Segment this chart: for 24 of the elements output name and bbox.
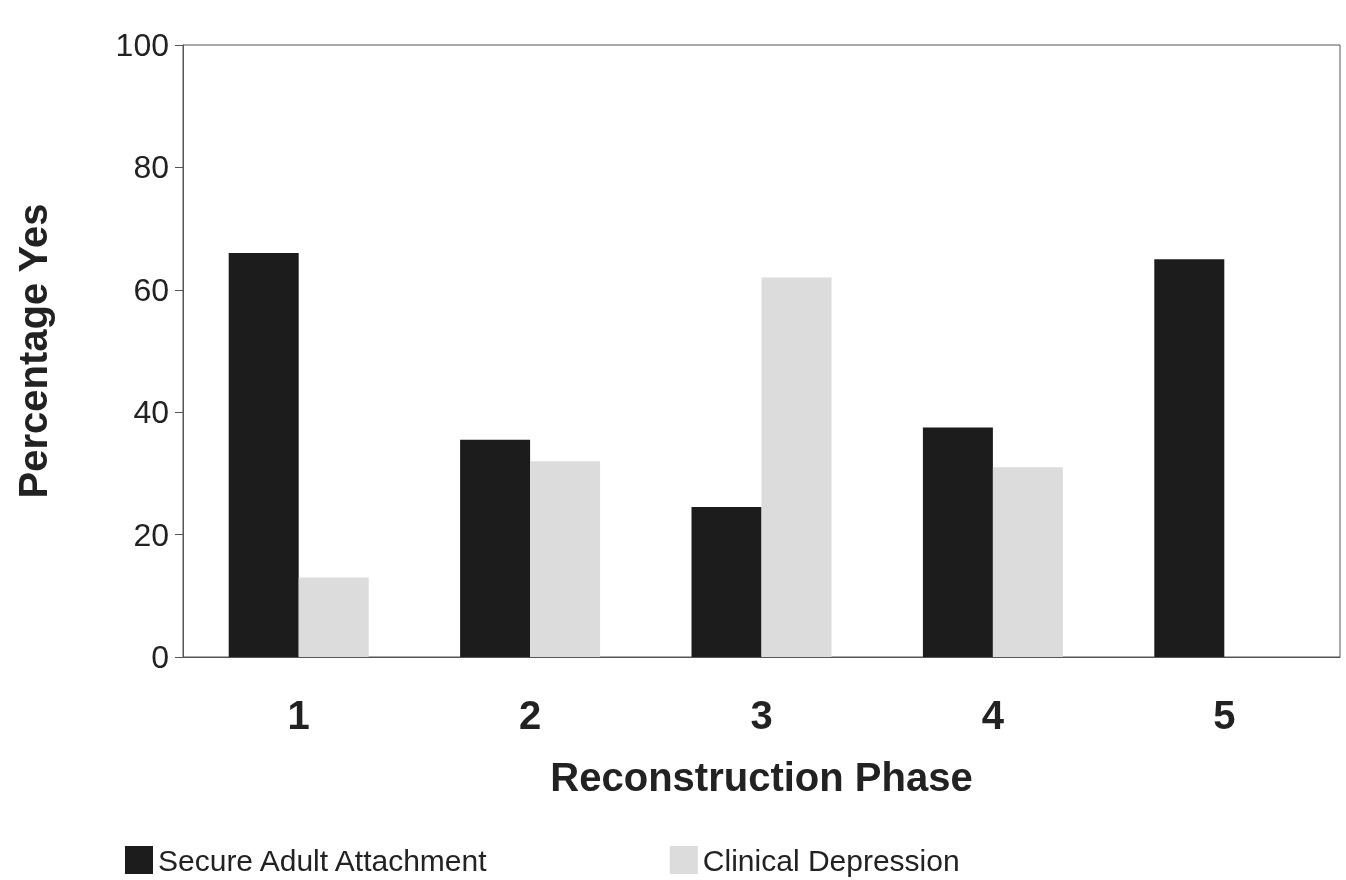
x-tick-label: 4 [981, 693, 1005, 737]
bar [922, 427, 993, 657]
bar [298, 577, 369, 657]
y-tick-label: 100 [115, 27, 169, 63]
y-tick-label: 0 [151, 639, 169, 675]
y-tick-label: 20 [133, 516, 169, 553]
y-tick-label: 80 [133, 149, 169, 186]
bar [992, 467, 1063, 657]
y-axis-title: Percentage Yes [11, 203, 55, 499]
legend-label: Clinical Depression [702, 843, 960, 877]
x-tick-label: 3 [750, 693, 773, 737]
x-tick-label: 1 [287, 693, 310, 737]
y-tick-label: 60 [133, 271, 169, 308]
x-tick-label: 5 [1213, 693, 1236, 737]
bar [228, 253, 299, 657]
legend-label: Secure Adult Attachment [158, 843, 488, 877]
x-axis-title: Reconstruction Phase [550, 755, 973, 799]
bar [460, 439, 531, 657]
y-tick-label: 40 [133, 394, 169, 431]
bar [530, 461, 601, 657]
bar [761, 277, 832, 657]
bar [1154, 259, 1225, 657]
bar [691, 507, 762, 657]
x-tick-label: 2 [518, 693, 542, 737]
